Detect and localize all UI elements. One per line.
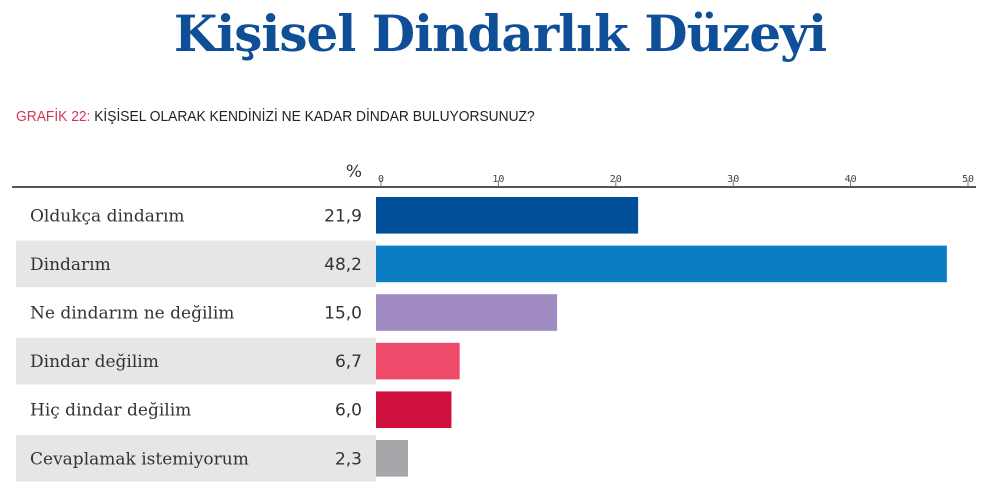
value-label: 15,0 xyxy=(324,304,362,324)
chart-question: KİŞİSEL OLARAK KENDİNİZİ NE KADAR DİNDAR… xyxy=(94,108,535,125)
chart-row: Hiç dindar değilim 6,0 xyxy=(30,391,452,428)
category-label: Hiç dindar değilim xyxy=(30,401,191,421)
bar xyxy=(376,245,947,283)
chart-row: Cevaplamak istemiyorum 2,3 xyxy=(16,435,409,482)
tick-label: 20 xyxy=(610,174,622,185)
value-label: 6,7 xyxy=(335,352,362,372)
chart-row: Dindarım 48,2 xyxy=(16,240,947,288)
tick-label: 50 xyxy=(962,174,974,185)
chart-row: Ne dindarım ne değilim 15,0 xyxy=(30,294,558,331)
bar xyxy=(376,197,639,234)
bar xyxy=(376,440,409,477)
tick-label: 0 xyxy=(378,174,384,185)
value-label: 48,2 xyxy=(324,255,362,275)
category-label: Oldukça dindarım xyxy=(30,206,185,226)
chart-row: Dindar değilim 6,7 xyxy=(16,337,460,385)
row-band xyxy=(16,337,376,385)
category-label: Ne dindarım ne değilim xyxy=(30,304,234,324)
unit-label: % xyxy=(346,162,362,182)
tick-label: 10 xyxy=(492,174,504,185)
chart-row: Oldukça dindarım 21,9 xyxy=(30,197,639,234)
chart-subtitle: GRAFİK 22: KİŞİSEL OLARAK KENDİNİZİ NE K… xyxy=(16,108,535,125)
page-title: Kişisel Dindarlık Düzeyi xyxy=(173,4,827,63)
category-label: Dindarım xyxy=(30,255,111,275)
bar xyxy=(376,391,452,428)
category-label: Cevaplamak istemiyorum xyxy=(30,449,249,469)
value-label: 21,9 xyxy=(324,206,362,226)
row-band xyxy=(16,240,376,288)
tick-label: 40 xyxy=(845,174,857,185)
bar xyxy=(376,294,558,331)
value-label: 6,0 xyxy=(335,401,362,421)
chart-number-label: GRAFİK 22: xyxy=(16,108,91,125)
value-label: 2,3 xyxy=(335,449,362,469)
category-label: Dindar değilim xyxy=(30,352,159,372)
row-band xyxy=(16,435,376,482)
bar xyxy=(376,342,460,380)
tick-label: 30 xyxy=(727,174,739,185)
